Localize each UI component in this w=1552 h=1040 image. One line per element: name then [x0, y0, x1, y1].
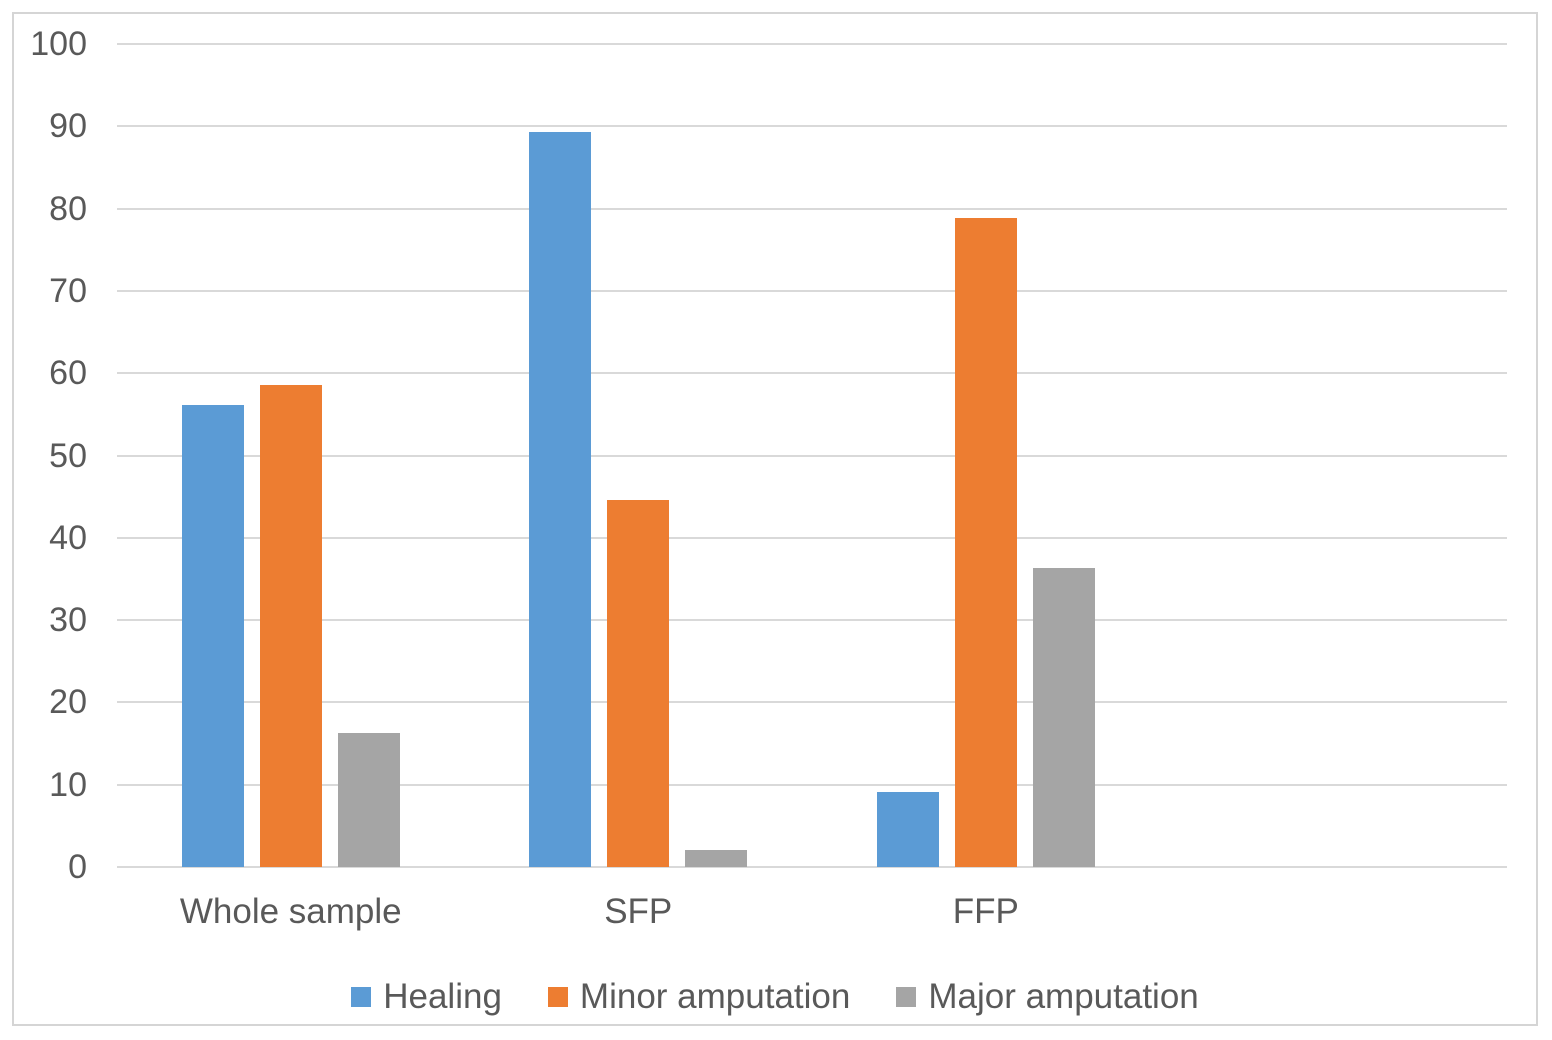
legend-label-major-amputation: Major amputation — [928, 977, 1199, 1016]
legend: Healing Minor amputation Major amputation — [14, 975, 1536, 1019]
bar-sfp-major-amputation — [685, 849, 748, 867]
y-tick-label-60: 60 — [49, 354, 87, 393]
bar-ffp-minor-amputation — [954, 218, 1017, 867]
legend-item-major-amputation: Major amputation — [896, 977, 1199, 1017]
gridline-y-80 — [117, 207, 1507, 210]
bar-whole-sample-major-amputation — [337, 732, 400, 867]
y-tick-label-100: 100 — [30, 25, 87, 63]
gridline-y-90 — [117, 125, 1507, 128]
y-tick-label-0: 0 — [68, 848, 87, 886]
x-category-label-sfp: SFP — [604, 892, 673, 931]
x-category-label-ffp: FFP — [952, 892, 1019, 931]
y-tick-label-90: 90 — [49, 107, 87, 146]
legend-swatch-icon-healing — [351, 987, 372, 1007]
legend-item-minor-amputation: Minor amputation — [547, 977, 851, 1017]
y-tick-label-40: 40 — [49, 518, 87, 557]
gridline-y-100 — [117, 43, 1507, 45]
y-tick-label-20: 20 — [49, 683, 87, 722]
y-tick-label-30: 30 — [49, 601, 87, 640]
gridline-y-50 — [117, 454, 1507, 457]
legend-label-minor-amputation: Minor amputation — [579, 977, 851, 1016]
y-tick-label-80: 80 — [49, 189, 87, 228]
gridline-y-60 — [117, 372, 1507, 375]
legend-label-healing: Healing — [383, 977, 502, 1016]
gridline-y-70 — [117, 289, 1507, 292]
bar-ffp-healing — [876, 792, 939, 867]
gridline-y-20 — [117, 701, 1507, 704]
legend-item-healing: Healing — [351, 977, 502, 1017]
bar-whole-sample-healing — [181, 405, 244, 867]
bar-sfp-healing — [529, 132, 592, 867]
x-category-label-whole-sample: Whole sample — [179, 892, 402, 931]
y-tick-label-10: 10 — [49, 765, 87, 804]
legend-swatch-icon-major-amputation — [896, 987, 917, 1007]
gridline-y-10 — [117, 783, 1507, 786]
gridline-y-40 — [117, 536, 1507, 539]
legend-swatch-icon-minor-amputation — [547, 987, 568, 1007]
bar-whole-sample-minor-amputation — [259, 384, 322, 867]
bar-ffp-major-amputation — [1032, 568, 1095, 867]
gridline-y-0 — [117, 866, 1507, 868]
chart-frame: Healing Minor amputation Major amputation … — [12, 12, 1538, 1026]
gridline-y-30 — [117, 619, 1507, 622]
y-tick-label-50: 50 — [49, 436, 87, 475]
y-tick-label-70: 70 — [49, 271, 87, 310]
bar-sfp-minor-amputation — [607, 499, 670, 867]
